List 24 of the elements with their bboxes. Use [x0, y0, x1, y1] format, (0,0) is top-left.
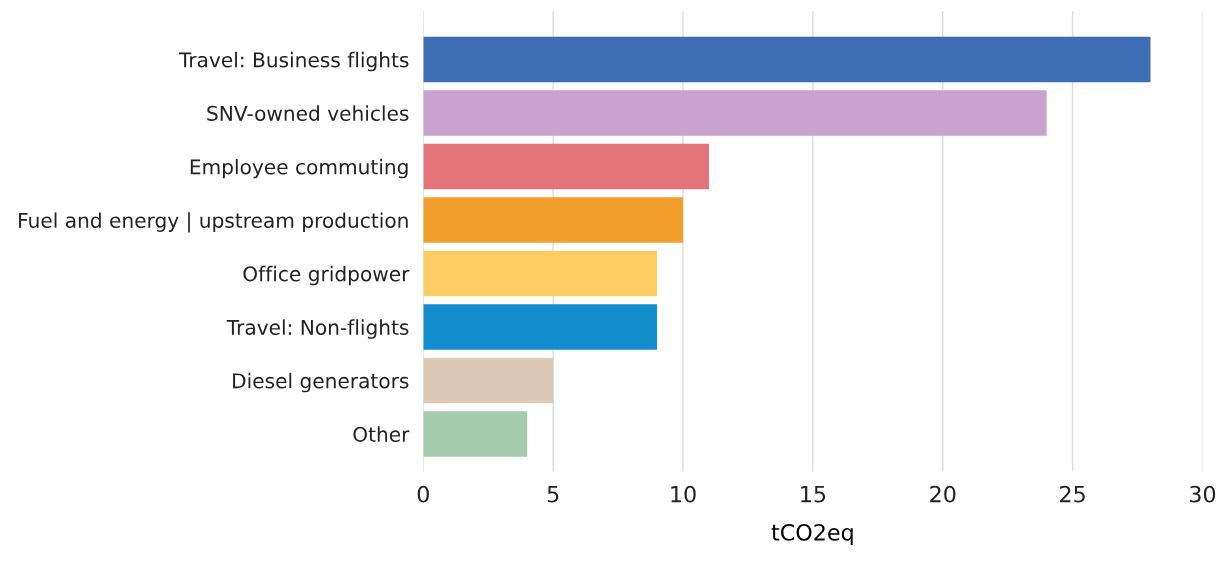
x-tick-label: 15 — [801, 486, 826, 503]
bar — [423, 304, 658, 350]
x-tick-label: 5 — [547, 486, 559, 503]
y-tick-label: SNV-owned vehicles — [207, 105, 409, 121]
bar — [423, 90, 1047, 136]
bar — [423, 197, 684, 243]
bar — [423, 36, 1151, 83]
y-tick-label: Travel: Non-flights — [226, 319, 409, 339]
y-tick-label: Travel: Business flights — [178, 51, 409, 72]
y-tick-label: Other — [353, 426, 410, 442]
x-tick-label: 0 — [417, 485, 429, 503]
y-tick-label: Fuel and energy | upstream production — [19, 212, 408, 233]
y-tick-label: Office gridpower — [243, 265, 410, 286]
bar — [423, 357, 554, 404]
y-tick-label: Diesel generators — [233, 372, 409, 393]
x-tick-label: 25 — [1060, 485, 1085, 503]
x-tick-label: 10 — [671, 485, 696, 503]
bar — [423, 411, 528, 457]
x-tick-label: 30 — [1190, 485, 1216, 503]
bar — [423, 143, 709, 190]
bar — [423, 250, 658, 297]
x-axis-title: tCO2eq — [771, 523, 853, 546]
x-tick-label: 20 — [930, 485, 956, 503]
y-tick-label: Employee commuting — [190, 158, 408, 179]
